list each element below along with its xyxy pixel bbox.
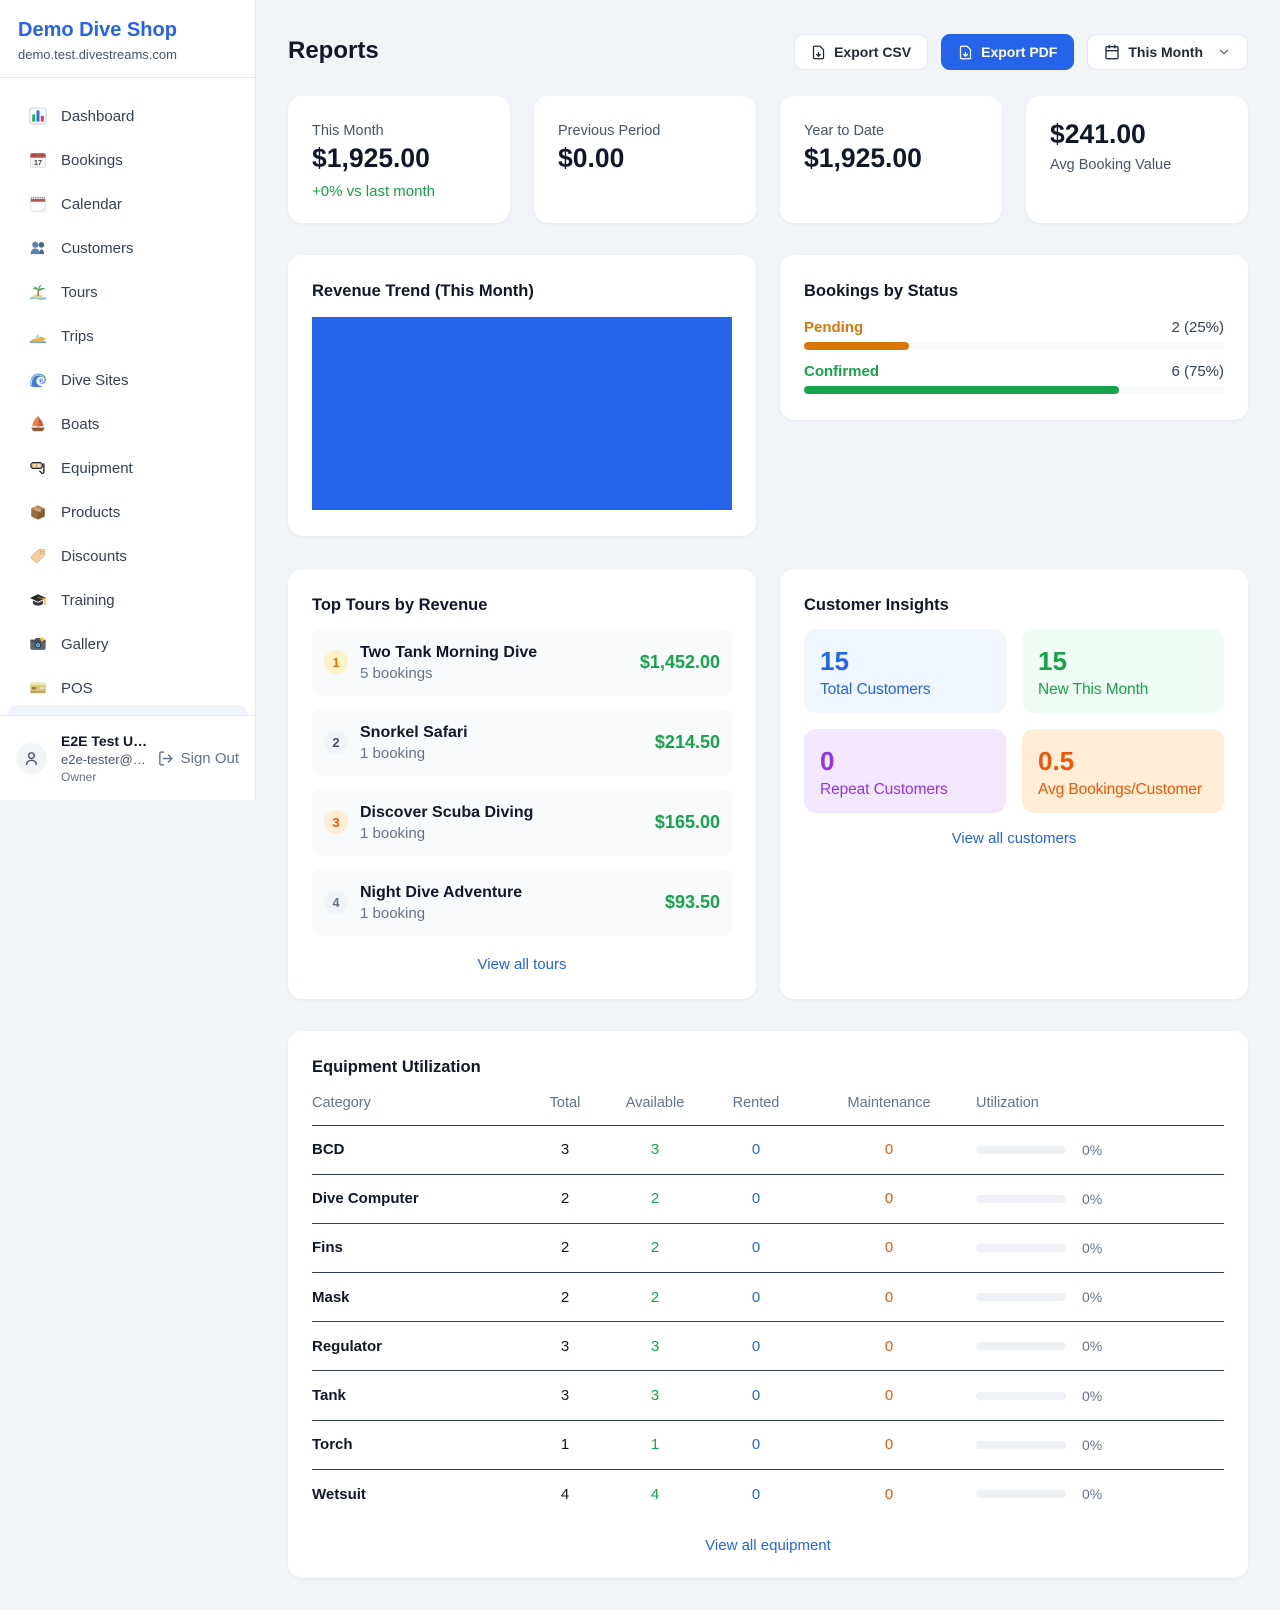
svg-text:17: 17 bbox=[34, 158, 42, 167]
